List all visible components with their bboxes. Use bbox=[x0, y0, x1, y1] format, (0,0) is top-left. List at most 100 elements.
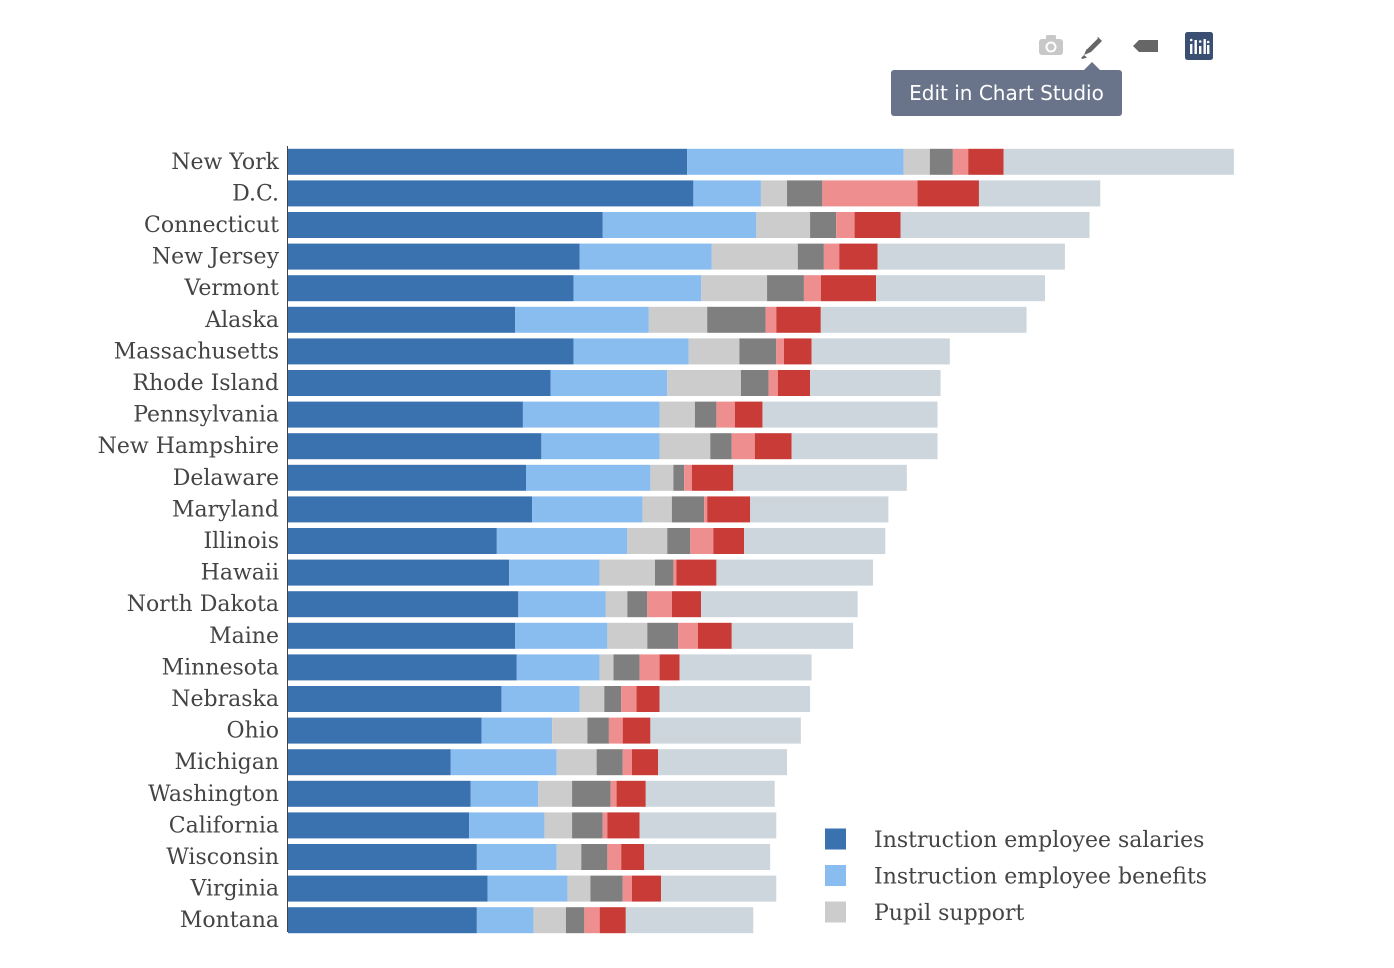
bar-segment[interactable] bbox=[744, 528, 886, 554]
bar-segment[interactable] bbox=[622, 717, 651, 744]
bar-segment[interactable] bbox=[602, 812, 608, 839]
bar-segment[interactable] bbox=[581, 844, 608, 870]
bar-segment[interactable] bbox=[607, 812, 640, 839]
bar-segment[interactable] bbox=[676, 559, 717, 586]
bar-segment[interactable] bbox=[659, 401, 695, 428]
bar-segment[interactable] bbox=[288, 433, 542, 460]
bar-segment[interactable] bbox=[673, 464, 685, 491]
legend-swatch[interactable] bbox=[825, 901, 846, 923]
bar-segment[interactable] bbox=[288, 464, 526, 491]
legend-swatch[interactable] bbox=[825, 828, 846, 850]
legend-swatch[interactable] bbox=[825, 865, 846, 886]
bar-segment[interactable] bbox=[733, 464, 907, 491]
bar-segment[interactable] bbox=[900, 212, 1090, 238]
bar-segment[interactable] bbox=[516, 654, 600, 681]
bar-segment[interactable] bbox=[762, 401, 938, 428]
bar-segment[interactable] bbox=[716, 559, 874, 586]
bar-segment[interactable] bbox=[622, 749, 632, 776]
bar-segment[interactable] bbox=[903, 148, 930, 175]
bar-segment[interactable] bbox=[713, 528, 745, 554]
bar-segment[interactable] bbox=[541, 433, 660, 460]
bar-segment[interactable] bbox=[470, 780, 539, 807]
bar-segment[interactable] bbox=[288, 401, 523, 428]
bar-segment[interactable] bbox=[734, 401, 763, 428]
bar-segment[interactable] bbox=[288, 370, 551, 396]
bar-segment[interactable] bbox=[679, 654, 812, 681]
bar-segment[interactable] bbox=[701, 275, 768, 302]
bar-segment[interactable] bbox=[288, 717, 482, 744]
bar-segment[interactable] bbox=[288, 654, 517, 681]
bar-segment[interactable] bbox=[659, 654, 680, 681]
bar-segment[interactable] bbox=[716, 401, 735, 428]
bar-segment[interactable] bbox=[739, 338, 777, 365]
bar-segment[interactable] bbox=[767, 275, 804, 302]
bar-segment[interactable] bbox=[731, 433, 755, 460]
bar-segment[interactable] bbox=[496, 528, 628, 554]
bar-segment[interactable] bbox=[636, 686, 660, 712]
bar-segment[interactable] bbox=[627, 528, 668, 554]
bar-segment[interactable] bbox=[797, 243, 824, 270]
bar-segment[interactable] bbox=[756, 212, 811, 238]
bar-segment[interactable] bbox=[602, 212, 757, 238]
bar-segment[interactable] bbox=[707, 306, 766, 333]
bar-segment[interactable] bbox=[288, 875, 488, 902]
bar-segment[interactable] bbox=[760, 180, 788, 207]
bar-segment[interactable] bbox=[707, 496, 751, 523]
bar-segment[interactable] bbox=[776, 338, 784, 365]
bar-segment[interactable] bbox=[671, 591, 702, 618]
bar-segment[interactable] bbox=[288, 496, 533, 523]
bar-segment[interactable] bbox=[650, 717, 801, 744]
bar-segment[interactable] bbox=[645, 780, 775, 807]
bar-segment[interactable] bbox=[476, 844, 557, 870]
bar-segment[interactable] bbox=[647, 591, 672, 618]
bar-segment[interactable] bbox=[288, 275, 574, 302]
bar-segment[interactable] bbox=[787, 180, 823, 207]
bar-segment[interactable] bbox=[877, 243, 1065, 270]
bar-segment[interactable] bbox=[476, 907, 534, 934]
bar-segment[interactable] bbox=[650, 464, 674, 491]
bar-segment[interactable] bbox=[288, 306, 516, 333]
bar-segment[interactable] bbox=[522, 401, 660, 428]
bar-segment[interactable] bbox=[605, 591, 628, 618]
bar-segment[interactable] bbox=[750, 496, 889, 523]
bar-segment[interactable] bbox=[556, 749, 597, 776]
bar-segment[interactable] bbox=[711, 243, 798, 270]
legend-label[interactable]: Instruction employee benefits bbox=[874, 865, 1207, 890]
bar-segment[interactable] bbox=[621, 686, 637, 712]
bar-segment[interactable] bbox=[694, 401, 717, 428]
bar-segment[interactable] bbox=[667, 370, 741, 396]
bar-segment[interactable] bbox=[610, 780, 617, 807]
bar-segment[interactable] bbox=[693, 180, 761, 207]
bar-segment[interactable] bbox=[288, 559, 510, 586]
bar-segment[interactable] bbox=[616, 780, 646, 807]
bar-segment[interactable] bbox=[509, 559, 600, 586]
bar-segment[interactable] bbox=[518, 591, 606, 618]
legend-label[interactable]: Instruction employee salaries bbox=[874, 828, 1204, 853]
bar-segment[interactable] bbox=[288, 907, 477, 934]
bar-segment[interactable] bbox=[822, 180, 918, 207]
bar-segment[interactable] bbox=[604, 686, 622, 712]
bar-segment[interactable] bbox=[579, 686, 605, 712]
bar-segment[interactable] bbox=[768, 370, 778, 396]
bar-segment[interactable] bbox=[929, 148, 953, 175]
bar-segment[interactable] bbox=[587, 717, 609, 744]
bar-segment[interactable] bbox=[854, 212, 901, 238]
bar-segment[interactable] bbox=[791, 433, 938, 460]
bar-segment[interactable] bbox=[625, 907, 754, 934]
bar-segment[interactable] bbox=[811, 338, 950, 365]
bar-segment[interactable] bbox=[621, 844, 645, 870]
bar-segment[interactable] bbox=[622, 875, 632, 902]
bar-segment[interactable] bbox=[810, 212, 837, 238]
bar-segment[interactable] bbox=[688, 338, 740, 365]
bar-segment[interactable] bbox=[631, 875, 662, 902]
bar-segment[interactable] bbox=[710, 433, 732, 460]
bar-segment[interactable] bbox=[584, 907, 600, 934]
bar-segment[interactable] bbox=[590, 875, 623, 902]
bar-segment[interactable] bbox=[968, 148, 1004, 175]
bar-segment[interactable] bbox=[659, 686, 811, 712]
bar-segment[interactable] bbox=[533, 907, 566, 934]
bar-segment[interactable] bbox=[288, 148, 688, 175]
spike-lines-button[interactable] bbox=[1130, 30, 1160, 62]
bar-segment[interactable] bbox=[765, 306, 777, 333]
bar-segment[interactable] bbox=[661, 875, 777, 902]
